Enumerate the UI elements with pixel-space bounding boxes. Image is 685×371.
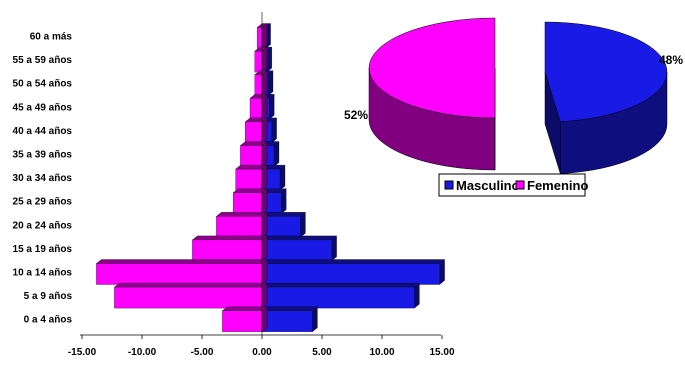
- pyramid-bar-femenino: [244, 117, 268, 144]
- age-label: 55 a 59 años: [13, 55, 73, 66]
- pyramid-bar-femenino: [249, 93, 268, 120]
- legend-swatch-femenino: [515, 180, 525, 190]
- age-label: 0 a 4 años: [24, 315, 73, 326]
- age-label: 15 a 19 años: [13, 244, 73, 255]
- legend-swatch-masculino: [444, 180, 454, 190]
- pie-label-femenino: 52%: [344, 108, 368, 122]
- age-label: 45 a 49 años: [13, 102, 73, 113]
- age-label: 20 a 24 años: [13, 220, 73, 231]
- pyramid-age-labels: 0 a 4 años 5 a 9 años 10 a 14 años 15 a 19 …: [13, 32, 73, 326]
- pyramid-bar-femenino: [95, 259, 268, 285]
- x-tick-label: 10.00: [369, 347, 394, 358]
- x-tick-label: 5.00: [312, 347, 332, 358]
- pyramid-bar-masculino: [261, 211, 306, 238]
- pyramid-bar-femenino: [232, 188, 268, 215]
- x-tick-label: -5.00: [191, 347, 214, 358]
- pyramid-bars: [95, 23, 446, 333]
- age-label: 30 a 34 años: [13, 173, 73, 184]
- pie-label-masculino: 48%: [659, 53, 683, 67]
- legend-frame: [438, 173, 586, 197]
- x-tick-label: -10.00: [128, 347, 157, 358]
- age-label: 40 a 44 años: [13, 126, 73, 137]
- x-tick-label: -15.00: [68, 347, 97, 358]
- pyramid-bar-masculino: [261, 282, 420, 309]
- age-label: 10 a 14 años: [13, 268, 73, 279]
- pyramid-bar-femenino: [254, 46, 268, 73]
- legend-label-masculino: Masculino: [456, 178, 520, 193]
- pyramid-bar-masculino: [261, 235, 338, 262]
- x-tick-label: 15.00: [429, 347, 454, 358]
- age-label: 50 a 54 años: [13, 79, 73, 90]
- pie-slice-masculino: [544, 21, 668, 174]
- pie-legend: Masculino Femenino: [438, 173, 588, 197]
- pyramid-bar-femenino: [254, 70, 268, 97]
- pie-chart: [368, 17, 668, 174]
- pyramid-x-axis: -15.00 -10.00 -5.00 0.00 5.00 10.00 15.00: [68, 12, 455, 358]
- age-label: 25 a 29 años: [13, 197, 73, 208]
- age-label: 35 a 39 años: [13, 150, 73, 161]
- pyramid-bar-femenino: [239, 141, 268, 167]
- pyramid-bar-masculino: [261, 259, 446, 285]
- pyramid-bar-femenino: [221, 306, 268, 333]
- pyramid-bar-masculino: [261, 306, 318, 333]
- x-tick-label: 0.00: [252, 347, 272, 358]
- age-label: 5 a 9 años: [24, 291, 73, 302]
- legend-label-femenino: Femenino: [527, 178, 588, 193]
- pyramid-bar-femenino: [191, 235, 268, 262]
- pyramid-bar-femenino: [113, 282, 268, 309]
- pie-slice-femenino: [368, 17, 496, 171]
- pyramid-bar-femenino: [235, 164, 268, 191]
- age-label: 60 a más: [30, 32, 73, 43]
- pyramid-bar-femenino: [215, 211, 268, 238]
